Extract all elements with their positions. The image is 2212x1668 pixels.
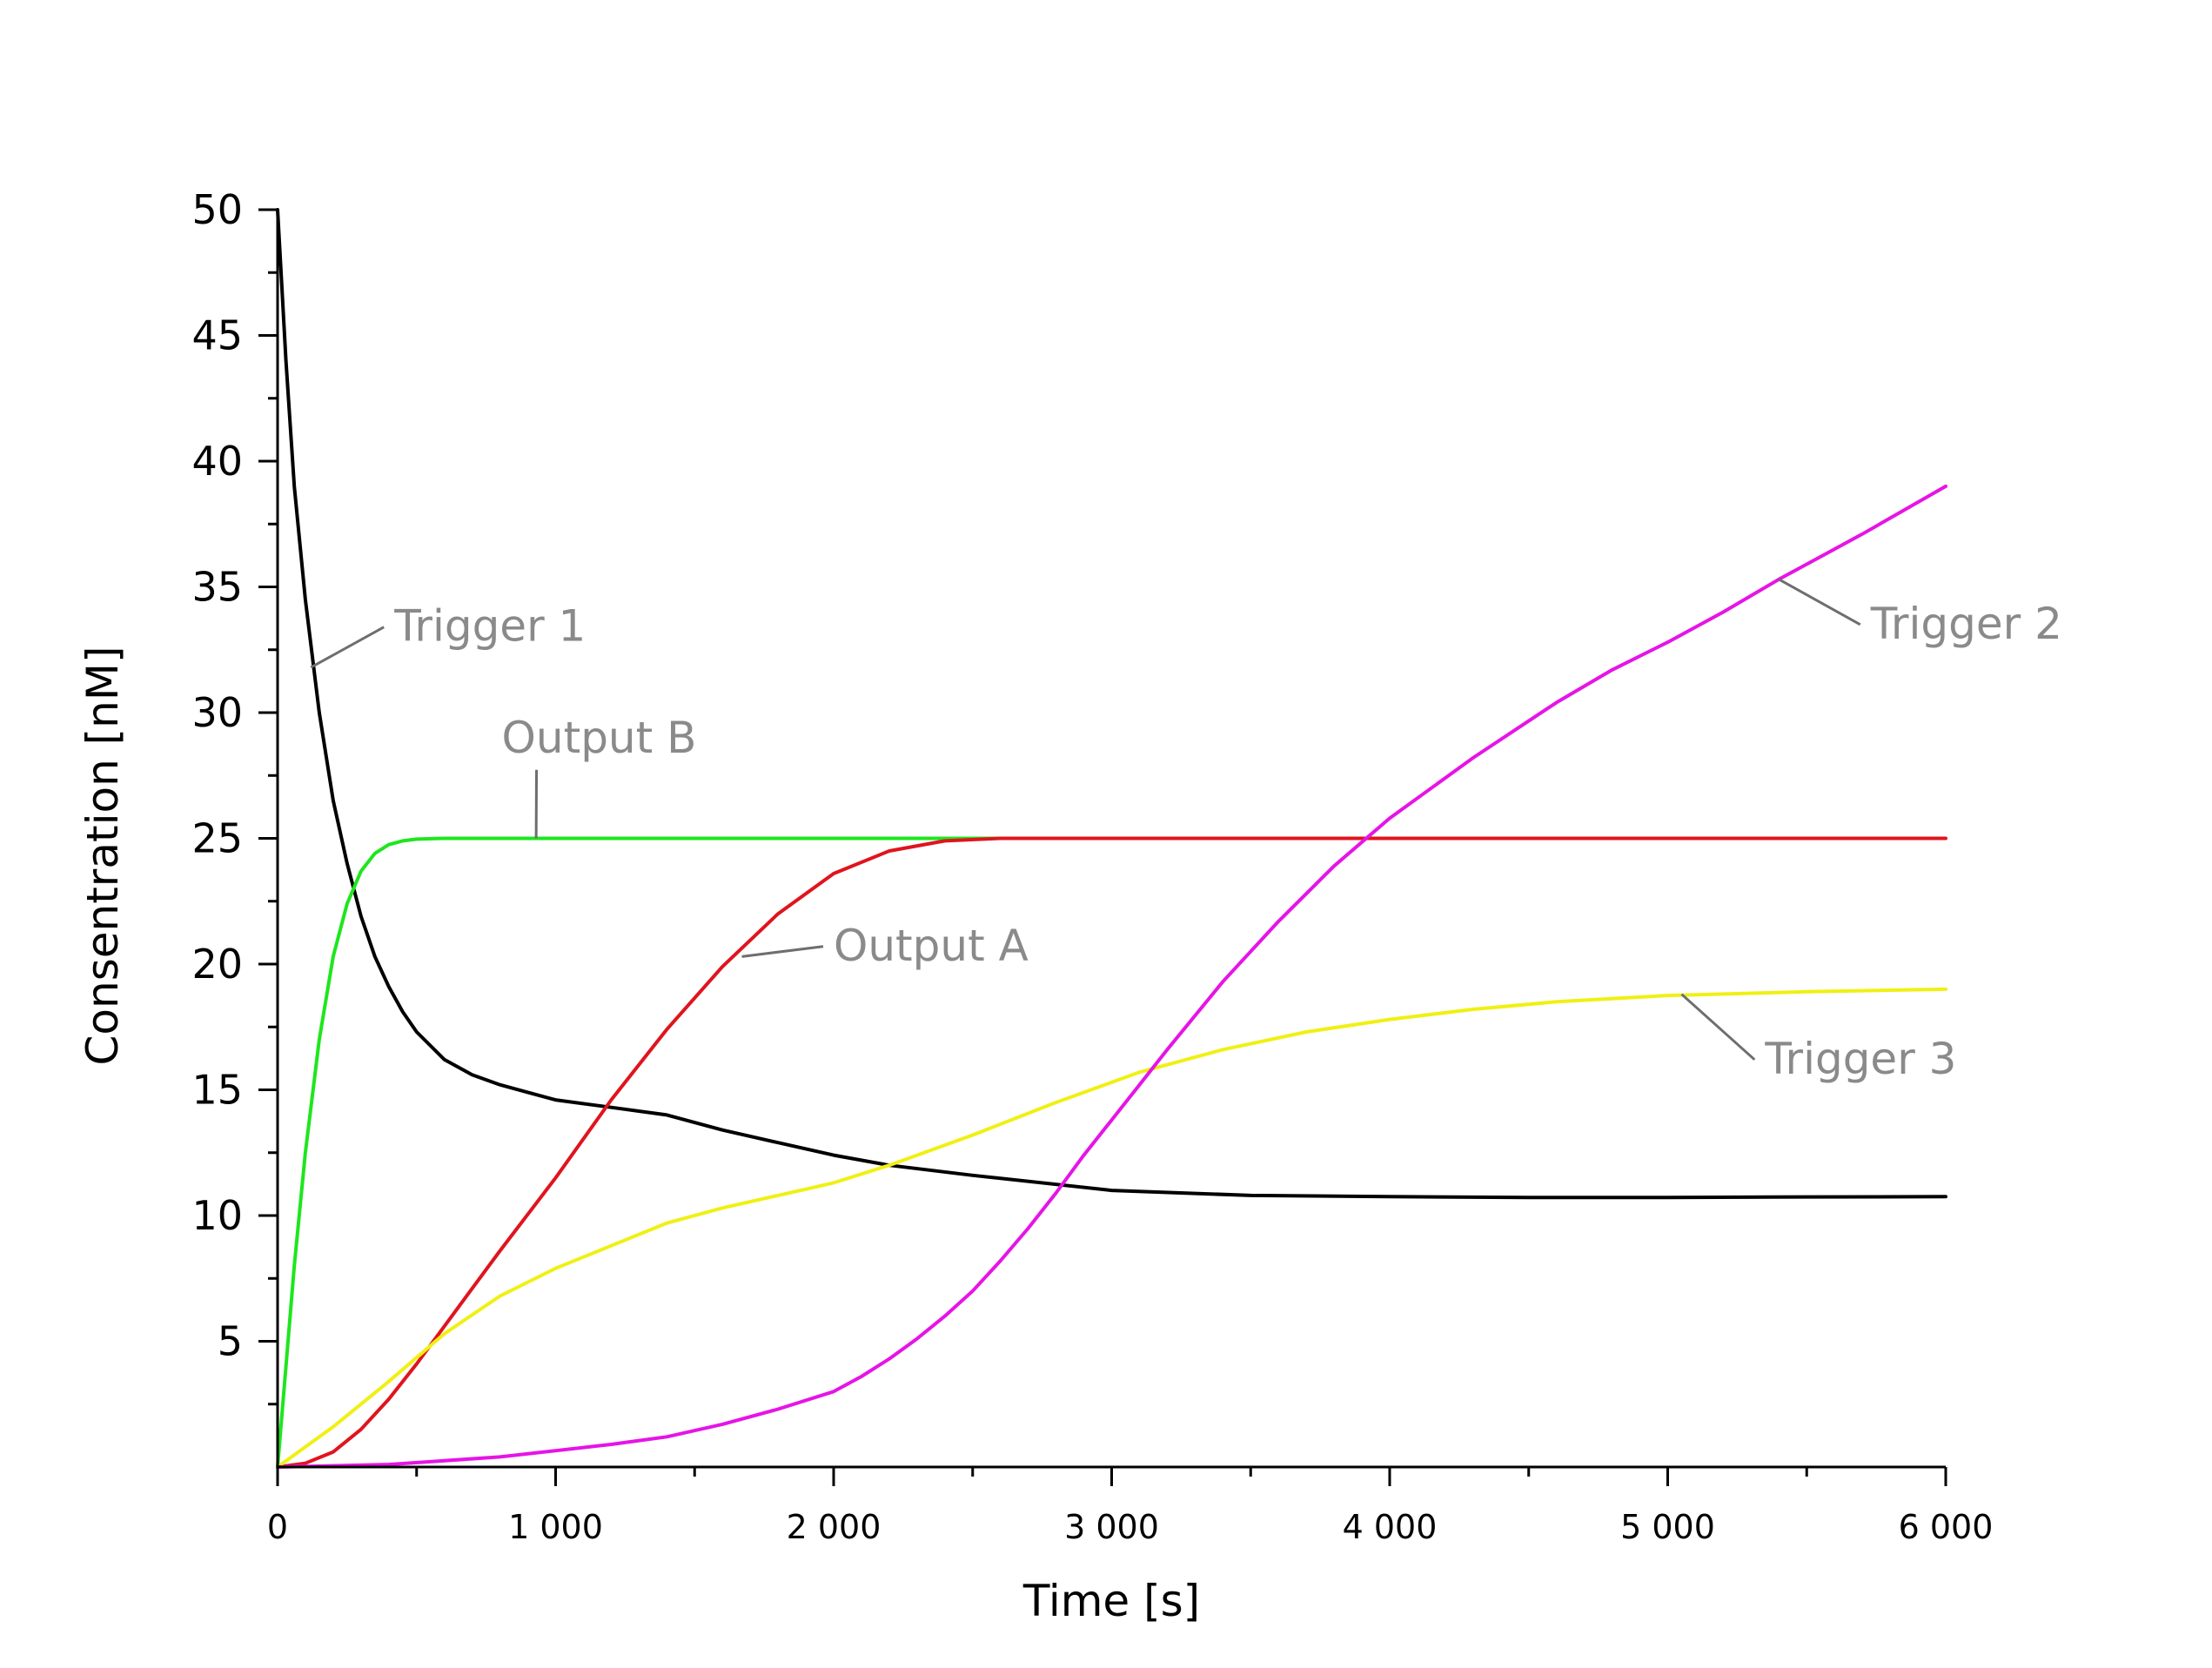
- x-tick-label: 0: [267, 1508, 288, 1546]
- x-axis-ticks: 0 1 000 2 000 3 000 4 000 5 000 6 000: [267, 1467, 1993, 1546]
- x-axis-title: Time [s]: [1022, 1576, 1200, 1626]
- x-tick-label: 4 000: [1343, 1508, 1438, 1546]
- y-tick-label: 25: [191, 815, 243, 862]
- y-tick-label: 45: [191, 312, 243, 359]
- series-label: Trigger 1: [393, 601, 586, 652]
- annotation-leader-line: [741, 945, 824, 958]
- series-line-trigger-1: [276, 208, 1947, 1200]
- y-tick-label: 35: [191, 564, 243, 611]
- series-line-trigger-2: [276, 484, 1947, 1469]
- series-line-output-b: [276, 836, 1114, 1469]
- y-tick-label: 50: [191, 186, 243, 233]
- y-tick-label: 15: [191, 1067, 243, 1114]
- axes-layer: 5 10 15 20 25 30 35 40 45 50 0 1 000 2 000 3 000 4 00…: [191, 186, 1993, 1546]
- y-tick-label: 30: [191, 689, 243, 736]
- series-line-trigger-3: [276, 987, 1947, 1469]
- series-layer: [276, 208, 1947, 1469]
- annotation-leader-line: [1680, 993, 1756, 1061]
- annotation-layer: Trigger 1 Output B Output A Trigger 3 Trigge…: [310, 578, 2062, 1084]
- annotation-leader-line: [1778, 578, 1861, 626]
- y-tick-label: 10: [191, 1192, 243, 1239]
- x-tick-label: 2 000: [787, 1508, 881, 1546]
- x-tick-label: 3 000: [1064, 1508, 1159, 1546]
- x-tick-label: 6 000: [1899, 1508, 1994, 1546]
- y-tick-label: 5: [218, 1318, 243, 1365]
- series-label: Output B: [502, 713, 697, 763]
- series-label: Trigger 2: [1870, 599, 2062, 649]
- series-line-output-a: [276, 836, 1947, 1469]
- series-label: Output A: [834, 921, 1029, 971]
- x-tick-label: 5 000: [1620, 1508, 1715, 1546]
- annotation-leader-line: [310, 626, 385, 669]
- series-label: Trigger 3: [1764, 1034, 1956, 1084]
- y-axis-title: Consentration [nM]: [77, 646, 128, 1065]
- y-tick-label: 20: [191, 941, 243, 988]
- y-tick-label: 40: [191, 438, 243, 485]
- y-axis-ticks: 5 10 15 20 25 30 35 40 45 50: [191, 186, 278, 1406]
- x-tick-label: 1 000: [508, 1508, 603, 1546]
